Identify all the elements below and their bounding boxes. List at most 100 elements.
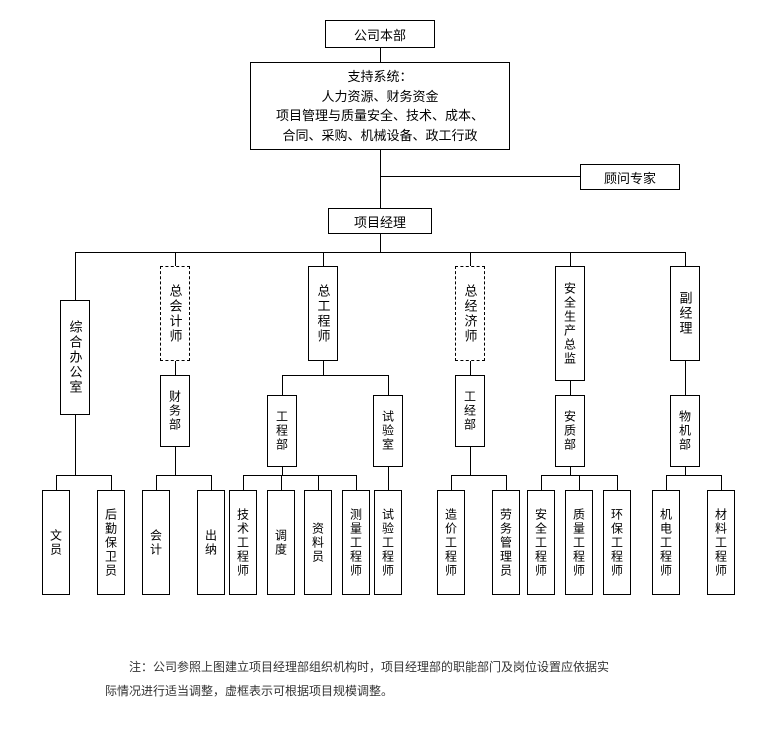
- connector: [685, 252, 686, 266]
- dep-eng-box: 工程部: [267, 395, 297, 467]
- leaf-safe-eng: 安全工程师: [527, 490, 555, 595]
- dep-econ-label: 工经部: [462, 390, 479, 432]
- leaf-env-eng: 环保工程师: [603, 490, 631, 595]
- mid-office-label: 综合办公室: [66, 320, 85, 395]
- mid-safety-label: 安全生产总监: [562, 282, 579, 366]
- connector: [451, 475, 506, 476]
- connector: [323, 361, 324, 375]
- leaf-cashier: 出纳: [197, 490, 225, 595]
- connector: [470, 252, 471, 266]
- connector: [380, 150, 381, 208]
- connector: [685, 361, 686, 395]
- connector: [380, 48, 381, 62]
- mid-accountant-label: 总会计师: [166, 284, 185, 344]
- leaf-docs: 资料员: [304, 490, 332, 595]
- root-label: 公司本部: [354, 25, 406, 44]
- leaf-cost-eng: 造价工程师: [437, 490, 465, 595]
- connector: [156, 475, 211, 476]
- connector: [380, 176, 580, 177]
- dep-econ-box: 工经部: [455, 375, 485, 447]
- connector: [579, 475, 580, 490]
- dep-finance-label: 财务部: [167, 390, 184, 432]
- connector: [243, 475, 244, 490]
- connector: [685, 467, 686, 475]
- mid-office-box: 综合办公室: [60, 300, 90, 415]
- connector: [541, 475, 542, 490]
- connector: [243, 475, 356, 476]
- connector: [318, 475, 319, 490]
- connector: [282, 375, 388, 376]
- note-l1: 公司参照上图建立项目经理部组织机构时，项目经理部的职能部门及岗位设置应依据实: [153, 660, 609, 674]
- advisor-box: 顾问专家: [580, 164, 680, 190]
- connector: [56, 475, 111, 476]
- note-prefix: 注：: [129, 660, 153, 674]
- leaf-tech-eng: 技术工程师: [229, 490, 257, 595]
- root-box: 公司本部: [325, 20, 435, 48]
- leaf-me-eng: 机电工程师: [652, 490, 680, 595]
- connector: [666, 475, 667, 490]
- dep-safe-label: 安质部: [562, 410, 579, 452]
- connector: [570, 252, 571, 266]
- dep-mat-label: 物机部: [677, 410, 694, 452]
- mid-economist-label: 总经济师: [461, 284, 480, 344]
- leaf-test-eng: 试验工程师: [374, 490, 402, 595]
- connector: [470, 447, 471, 475]
- mid-deputy-box: 副经理: [670, 266, 700, 361]
- mid-safety-box: 安全生产总监: [555, 266, 585, 381]
- dep-finance-box: 财务部: [160, 375, 190, 447]
- support-l2: 项目管理与质量安全、技术、成本、: [276, 108, 484, 123]
- leaf-logistics: 后勤保卫员: [97, 490, 125, 595]
- support-l3: 合同、采购、机械设备、政工行政: [282, 128, 477, 143]
- connector: [666, 475, 721, 476]
- connector: [570, 467, 571, 475]
- connector: [380, 234, 381, 252]
- connector: [111, 475, 112, 490]
- connector: [506, 475, 507, 490]
- support-box: 支持系统： 人力资源、财务资金 项目管理与质量安全、技术、成本、 合同、采购、机…: [250, 62, 510, 150]
- advisor-label: 顾问专家: [604, 168, 656, 187]
- connector: [211, 475, 212, 490]
- connector: [570, 381, 571, 395]
- mid-engineer-label: 总工程师: [314, 284, 333, 344]
- connector: [282, 375, 283, 395]
- connector: [323, 252, 324, 266]
- connector: [56, 475, 57, 490]
- connector: [356, 475, 357, 490]
- support-title: 支持系统：: [347, 69, 412, 84]
- leaf-survey: 测量工程师: [342, 490, 370, 595]
- mid-engineer-box: 总工程师: [308, 266, 338, 361]
- leaf-accountant: 会计: [142, 490, 170, 595]
- connector: [175, 252, 176, 266]
- mid-economist-box: 总经济师: [455, 266, 485, 361]
- support-l1: 人力资源、财务资金: [321, 89, 438, 104]
- connector: [388, 467, 389, 490]
- connector: [75, 415, 76, 475]
- dep-eng-label: 工程部: [274, 410, 291, 452]
- leaf-qc-eng: 质量工程师: [565, 490, 593, 595]
- leaf-labor-mgr: 劳务管理员: [492, 490, 520, 595]
- connector: [281, 475, 282, 490]
- connector: [721, 475, 722, 490]
- pm-label: 项目经理: [354, 212, 406, 231]
- support-text: 支持系统： 人力资源、财务资金 项目管理与质量安全、技术、成本、 合同、采购、机…: [276, 67, 484, 145]
- leaf-dispatch: 调度: [267, 490, 295, 595]
- connector: [156, 475, 157, 490]
- mid-accountant-box: 总会计师: [160, 266, 190, 361]
- leaf-clerk: 文员: [42, 490, 70, 595]
- connector: [175, 361, 176, 375]
- connector: [175, 447, 176, 475]
- dep-lab-box: 试验室: [373, 395, 403, 467]
- leaf-mat-eng: 材料工程师: [707, 490, 735, 595]
- connector: [282, 467, 283, 475]
- dep-mat-box: 物机部: [670, 395, 700, 467]
- bus-1: [75, 252, 685, 253]
- connector: [451, 475, 452, 490]
- connector: [75, 252, 76, 300]
- dep-lab-label: 试验室: [380, 410, 397, 452]
- mid-deputy-label: 副经理: [676, 291, 695, 336]
- note-text: 注：公司参照上图建立项目经理部组织机构时，项目经理部的职能部门及岗位设置应依据实…: [105, 655, 665, 703]
- connector: [470, 361, 471, 375]
- dep-safe-box: 安质部: [555, 395, 585, 467]
- connector: [388, 375, 389, 395]
- connector: [617, 475, 618, 490]
